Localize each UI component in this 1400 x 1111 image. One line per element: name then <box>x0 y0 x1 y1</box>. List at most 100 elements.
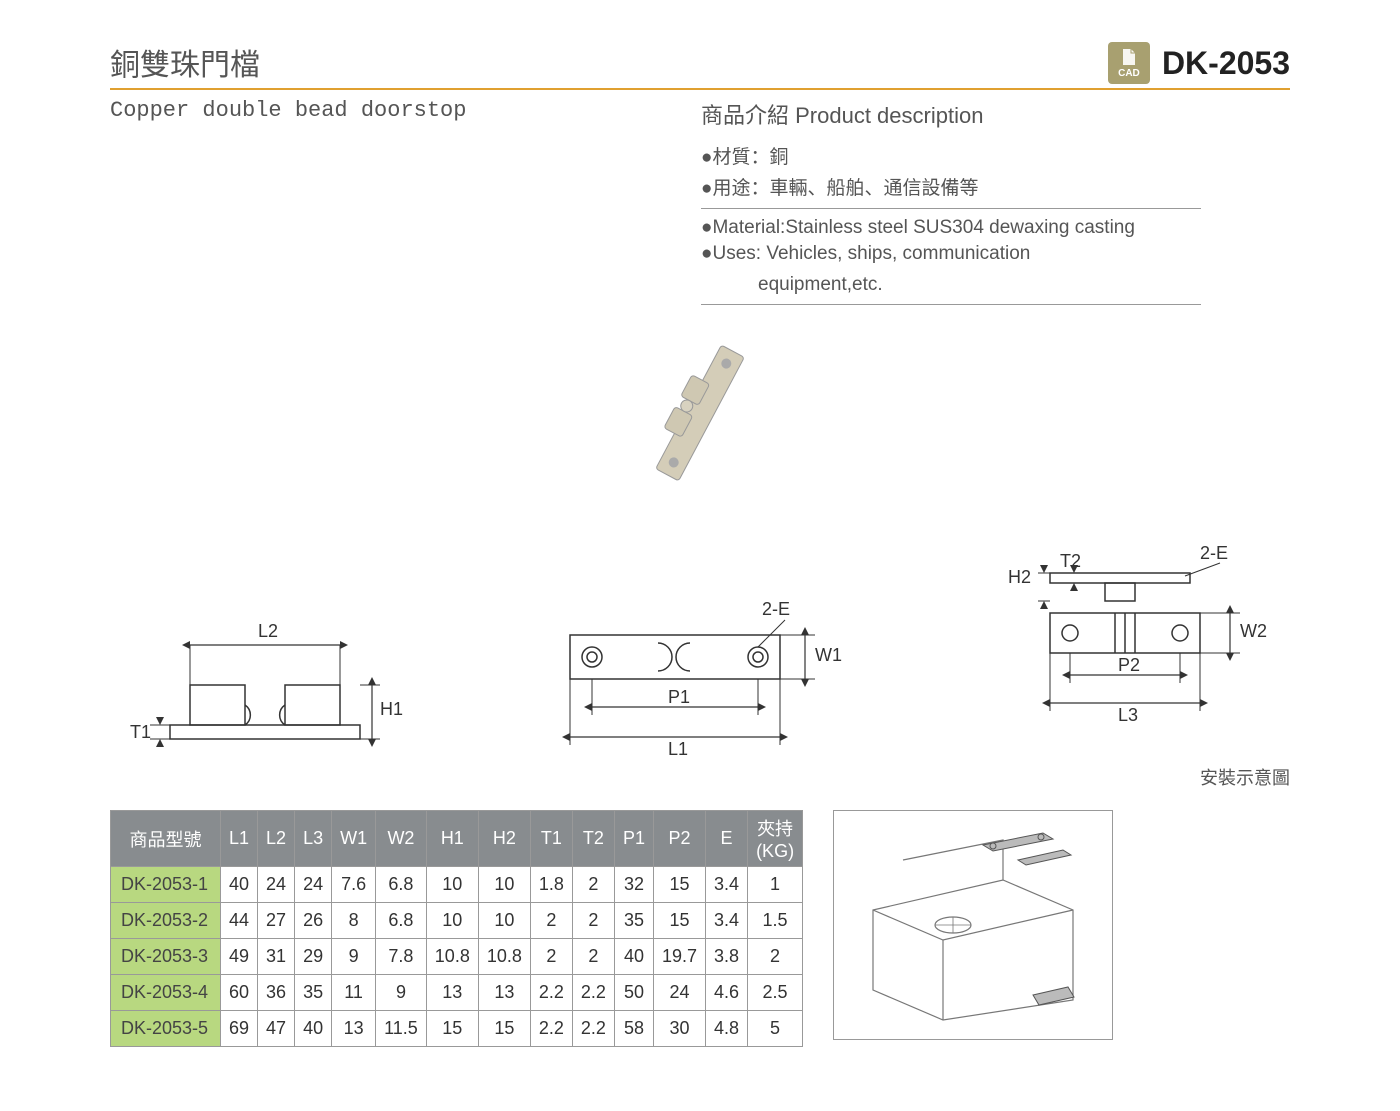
table-cell: 6.8 <box>376 903 427 939</box>
table-cell: DK-2053-1 <box>111 867 221 903</box>
divider <box>701 304 1201 305</box>
install-label: 安裝示意圖 <box>970 764 1290 790</box>
svg-text:2-E: 2-E <box>1200 543 1228 563</box>
table-header: P1 <box>614 811 653 867</box>
table-header: 夾持(KG) <box>748 811 803 867</box>
svg-text:W2: W2 <box>1240 621 1267 641</box>
svg-text:T2: T2 <box>1060 551 1081 571</box>
table-cell: 27 <box>258 903 295 939</box>
table-cell: DK-2053-4 <box>111 975 221 1011</box>
table-cell: DK-2053-5 <box>111 1011 221 1047</box>
table-cell: 40 <box>221 867 258 903</box>
table-cell: 13 <box>478 975 530 1011</box>
table-cell: 69 <box>221 1011 258 1047</box>
table-cell: 19.7 <box>653 939 705 975</box>
table-cell: 2 <box>572 939 614 975</box>
cad-icon[interactable]: CAD <box>1108 42 1150 84</box>
table-cell: 2 <box>572 903 614 939</box>
table-cell: 24 <box>653 975 705 1011</box>
table-cell: 13 <box>426 975 478 1011</box>
table-header: E <box>706 811 748 867</box>
table-cell: 10.8 <box>426 939 478 975</box>
table-cell: 26 <box>295 903 332 939</box>
table-cell: 47 <box>258 1011 295 1047</box>
spec-table: 商品型號L1L2L3W1W2H1H2T1T2P1P2E夾持(KG) DK-205… <box>110 810 803 1047</box>
table-cell: 11 <box>332 975 376 1011</box>
bullet-uses-cn: ●用途：車輛、船舶、通信設備等 <box>701 173 1290 200</box>
product-photo <box>600 323 800 503</box>
table-cell: 13 <box>332 1011 376 1047</box>
svg-text:P1: P1 <box>668 687 690 707</box>
table-cell: 10 <box>426 867 478 903</box>
title-english: Copper double bead doorstop <box>110 98 641 313</box>
diagram-assembly: H2 T2 2-E W2 P2 L3 <box>970 543 1290 790</box>
table-cell: 9 <box>332 939 376 975</box>
svg-text:H2: H2 <box>1008 567 1031 587</box>
svg-text:P2: P2 <box>1118 655 1140 675</box>
cad-label: CAD <box>1118 68 1140 79</box>
model-number: DK-2053 <box>1162 45 1290 82</box>
table-cell: 5 <box>748 1011 803 1047</box>
svg-text:T1: T1 <box>130 722 151 742</box>
table-row: DK-2053-14024247.66.810101.8232153.41 <box>111 867 803 903</box>
table-cell: DK-2053-2 <box>111 903 221 939</box>
svg-text:L1: L1 <box>668 739 688 759</box>
table-cell: 1 <box>748 867 803 903</box>
table-header: P2 <box>653 811 705 867</box>
table-cell: 1.8 <box>530 867 572 903</box>
bullet-material-cn: ●材質：銅 <box>701 142 1290 169</box>
table-cell: 15 <box>653 903 705 939</box>
install-diagram <box>833 810 1113 1040</box>
table-header: H2 <box>478 811 530 867</box>
table-header: W2 <box>376 811 427 867</box>
svg-text:L2: L2 <box>258 621 278 641</box>
table-cell: 2 <box>530 903 572 939</box>
table-cell: 36 <box>258 975 295 1011</box>
diagram-top: 2-E W1 P1 L1 <box>530 595 850 790</box>
table-cell: 2.5 <box>748 975 803 1011</box>
bullet-uses-en-2: equipment,etc. <box>701 269 1290 296</box>
table-cell: 35 <box>295 975 332 1011</box>
table-row: DK-2053-460363511913132.22.250244.62.5 <box>111 975 803 1011</box>
table-cell: 58 <box>614 1011 653 1047</box>
table-cell: 3.4 <box>706 903 748 939</box>
table-header: 商品型號 <box>111 811 221 867</box>
table-cell: 10 <box>478 867 530 903</box>
table-cell: 2.2 <box>530 975 572 1011</box>
table-cell: 4.6 <box>706 975 748 1011</box>
table-cell: 7.6 <box>332 867 376 903</box>
bullet-uses-en-1: ●Uses: Vehicles, ships, communication <box>701 243 1290 265</box>
table-header: T2 <box>572 811 614 867</box>
table-cell: 10.8 <box>478 939 530 975</box>
table-cell: 15 <box>653 867 705 903</box>
table-cell: 35 <box>614 903 653 939</box>
table-cell: 15 <box>426 1011 478 1047</box>
table-header: T1 <box>530 811 572 867</box>
table-cell: 1.5 <box>748 903 803 939</box>
table-cell: 50 <box>614 975 653 1011</box>
table-cell: 30 <box>653 1011 705 1047</box>
title-chinese: 銅雙珠門檔 <box>110 40 260 84</box>
svg-text:2-E: 2-E <box>762 599 790 619</box>
table-cell: 2 <box>530 939 572 975</box>
bullet-material-en: ●Material:Stainless steel SUS304 dewaxin… <box>701 217 1290 239</box>
table-header: W1 <box>332 811 376 867</box>
table-cell: 49 <box>221 939 258 975</box>
table-cell: DK-2053-3 <box>111 939 221 975</box>
table-header: L3 <box>295 811 332 867</box>
svg-text:H1: H1 <box>380 699 403 719</box>
table-cell: 7.8 <box>376 939 427 975</box>
table-cell: 3.4 <box>706 867 748 903</box>
table-header: H1 <box>426 811 478 867</box>
svg-text:L3: L3 <box>1118 705 1138 725</box>
diagram-side: L2 T1 H1 <box>110 615 410 790</box>
table-cell: 40 <box>295 1011 332 1047</box>
table-cell: 29 <box>295 939 332 975</box>
table-cell: 44 <box>221 903 258 939</box>
table-cell: 6.8 <box>376 867 427 903</box>
table-header: L2 <box>258 811 295 867</box>
table-cell: 24 <box>295 867 332 903</box>
desc-title: 商品介紹 Product description <box>701 98 1290 130</box>
table-cell: 11.5 <box>376 1011 427 1047</box>
table-cell: 2 <box>748 939 803 975</box>
